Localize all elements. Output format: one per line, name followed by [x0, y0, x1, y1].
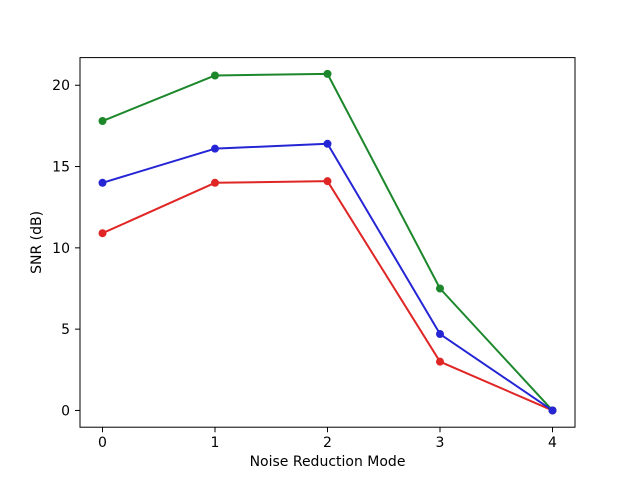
x-tick-label: 0: [98, 435, 107, 451]
red-series-marker: [211, 178, 219, 187]
x-axis-label: Noise Reduction Mode: [250, 454, 406, 470]
axis-ticks: 0 1 2 3 4 0 5 10 15 20: [52, 78, 557, 451]
x-tick-label: 2: [323, 435, 332, 451]
x-tick-label: 1: [211, 435, 220, 451]
green-series-line: [101, 72, 554, 412]
x-tick-label: 4: [548, 435, 557, 451]
green-series-marker: [323, 69, 332, 78]
red-series-marker: [436, 357, 444, 366]
blue-series-marker: [436, 330, 444, 339]
x-tick-label: 3: [436, 435, 445, 451]
blue-series-marker: [323, 139, 332, 148]
blue-series-marker: [98, 178, 107, 187]
blue-series-marker: [548, 406, 557, 415]
y-tick-label: 0: [61, 403, 70, 419]
green-series-marker: [211, 71, 219, 80]
red-series-marker: [98, 229, 107, 238]
y-tick-label: 15: [52, 160, 70, 176]
red-series-line: [101, 180, 554, 412]
red-series-marker: [323, 177, 332, 186]
y-tick-label: 10: [52, 241, 70, 257]
y-axis-label: SNR (dB): [29, 211, 45, 274]
green-series-marker: [98, 117, 107, 126]
plot-area-frame: [79, 57, 576, 428]
y-tick-label: 5: [61, 322, 70, 338]
y-tick-label: 20: [52, 78, 70, 94]
blue-series-marker: [211, 144, 219, 153]
green-series-marker: [436, 284, 444, 293]
data-series: [98, 69, 557, 415]
